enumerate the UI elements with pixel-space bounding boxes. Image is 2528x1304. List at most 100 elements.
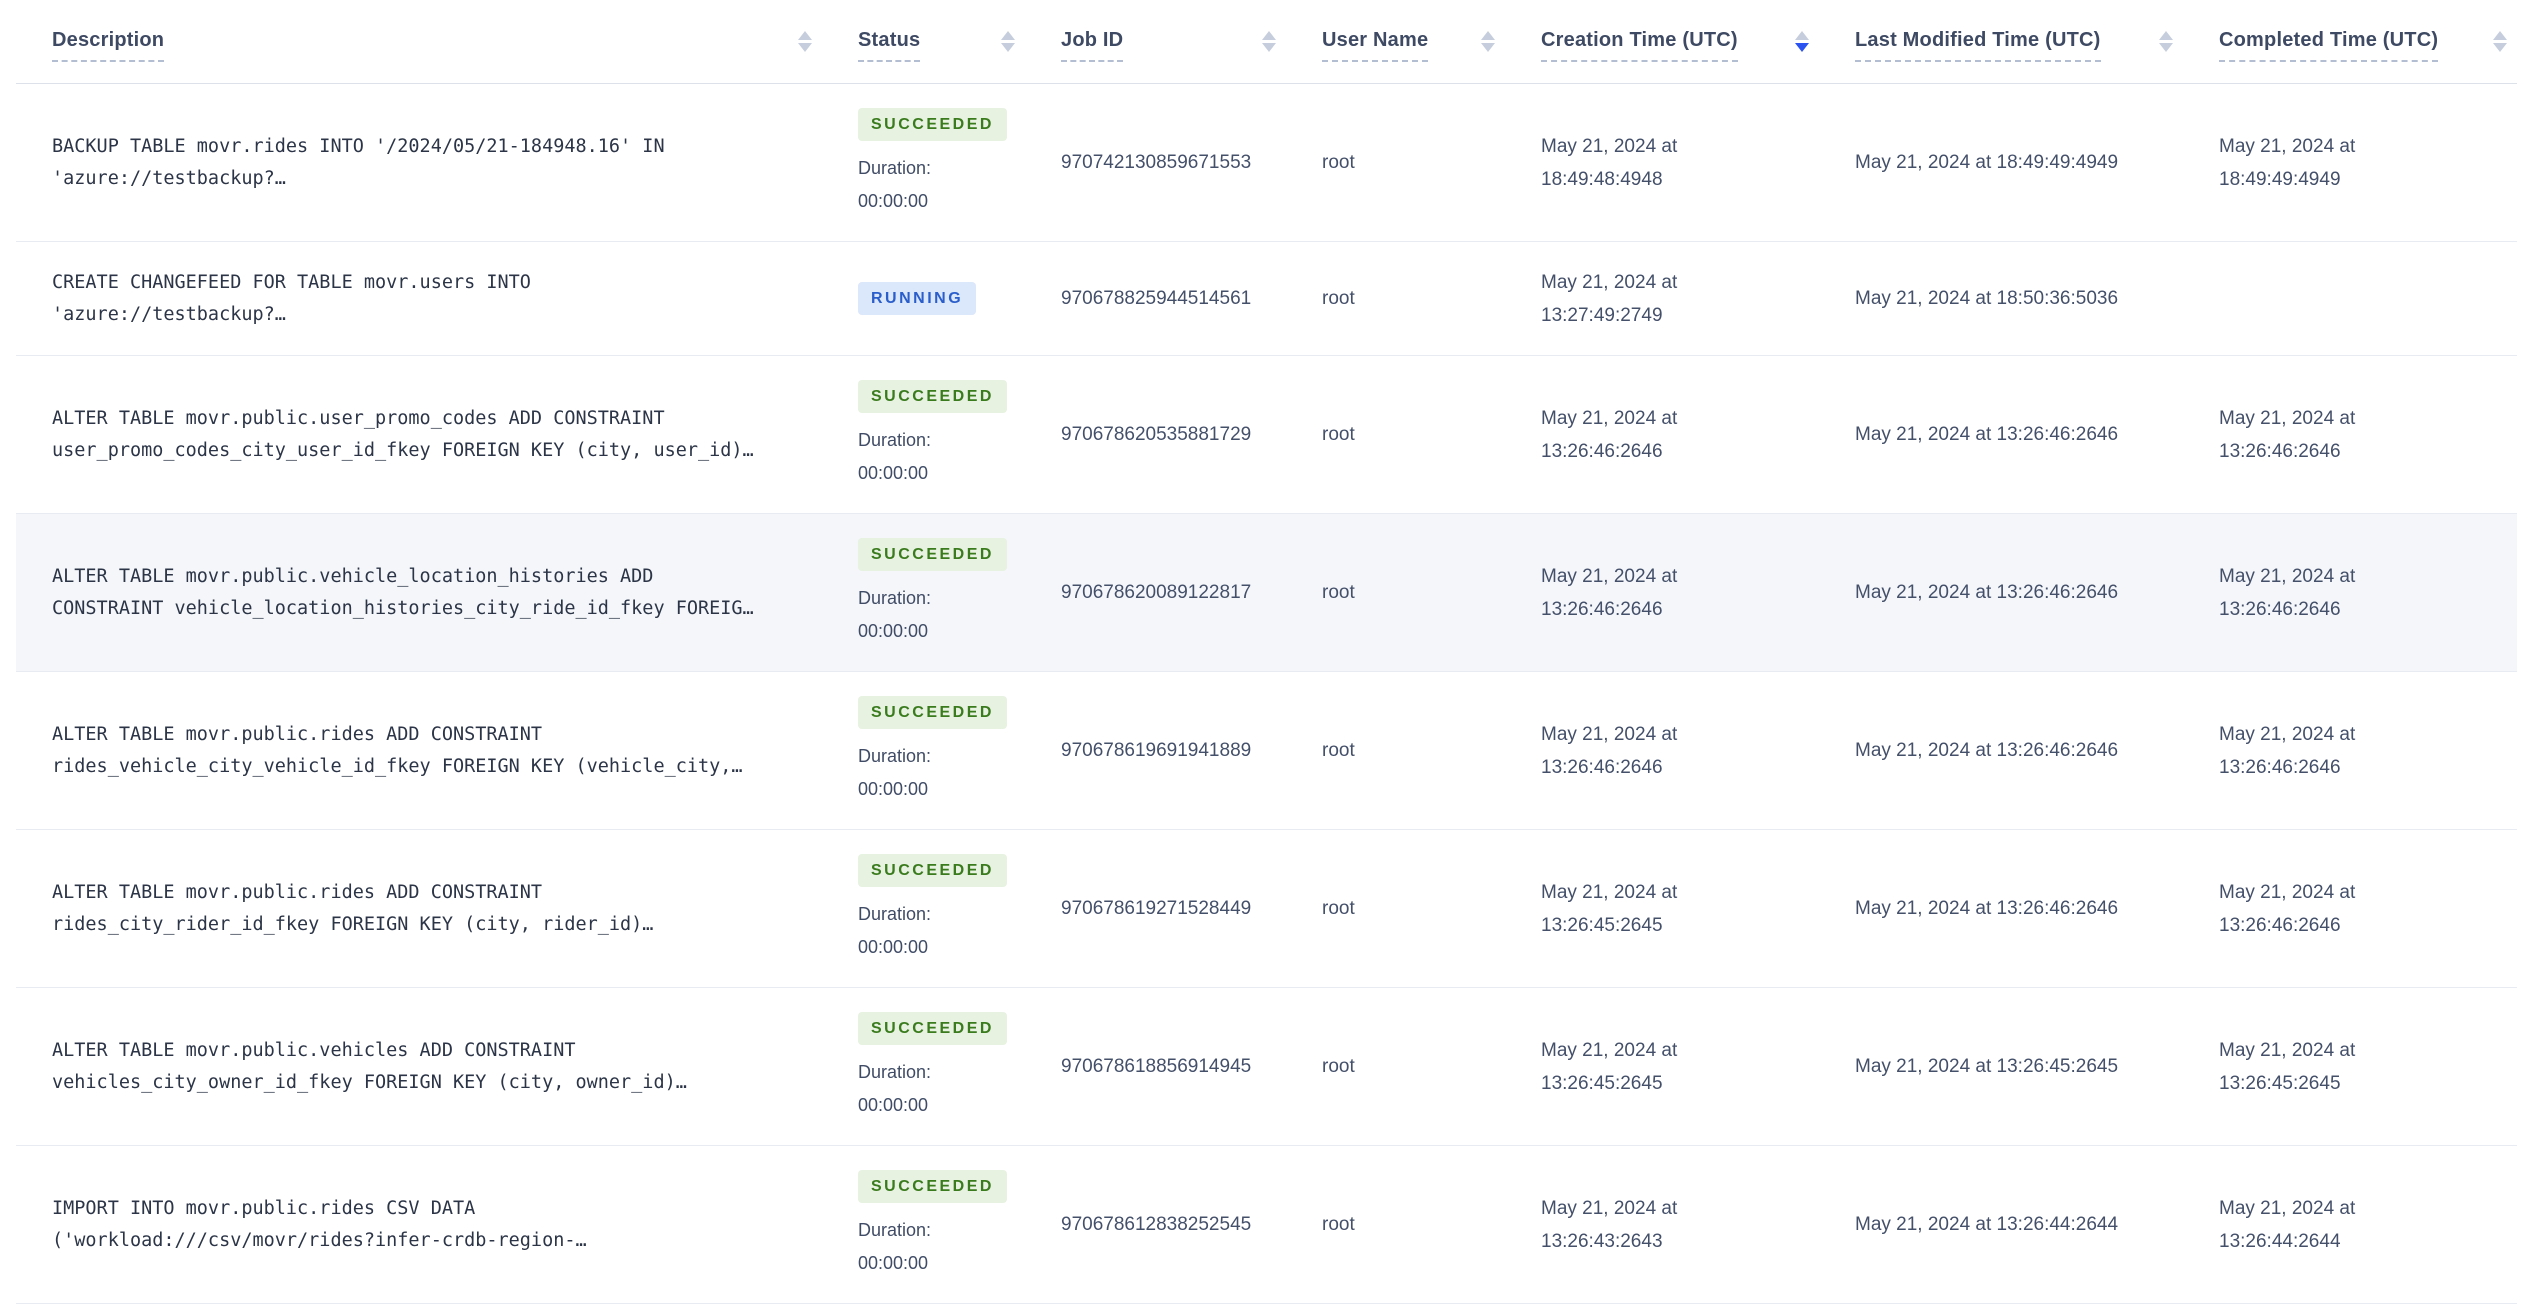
sort-up-arrow-icon [1262, 31, 1276, 40]
status-cell: SUCCEEDED Duration: 00:00:00 [822, 379, 1025, 490]
table-header-row: Description Status Job ID User Name Crea… [16, 0, 2517, 84]
job-description-cell[interactable]: BACKUP TABLE movr.rides INTO '/2024/05/2… [52, 135, 665, 189]
table-row[interactable]: ALTER TABLE movr.public.rides ADD CONSTR… [16, 672, 2517, 830]
table-row[interactable]: BACKUP TABLE movr.rides INTO '/2024/05/2… [16, 84, 2517, 242]
job-id-cell: 970678619691941889 [1061, 739, 1252, 761]
sort-up-arrow-icon [2493, 31, 2507, 40]
completed-time-cell: May 21, 2024 at 18:49:49:4949 [2219, 135, 2356, 190]
job-id-cell: 970742130859671553 [1061, 151, 1252, 173]
user-name-cell: root [1322, 581, 1355, 603]
sort-down-arrow-icon [2493, 43, 2507, 52]
creation-time-cell: May 21, 2024 at 13:26:45:2645 [1541, 881, 1678, 936]
last-modified-time-cell: May 21, 2024 at 13:26:46:2646 [1855, 739, 2119, 761]
table-row[interactable]: ALTER TABLE movr.public.user_promo_codes… [16, 356, 2517, 514]
job-description-cell[interactable]: ALTER TABLE movr.public.user_promo_codes… [52, 407, 754, 461]
column-header-label: Status [858, 29, 921, 62]
sort-up-arrow-icon [1481, 31, 1495, 40]
completed-time-cell: May 21, 2024 at 13:26:46:2646 [2219, 723, 2356, 778]
sort-up-arrow-icon [1001, 31, 1015, 40]
table-row[interactable]: CREATE CHANGEFEED FOR TABLE movr.users I… [16, 242, 2517, 356]
creation-time-cell: May 21, 2024 at 13:27:49:2749 [1541, 271, 1678, 326]
completed-time-cell: May 21, 2024 at 13:26:46:2646 [2219, 407, 2356, 462]
last-modified-time-cell: May 21, 2024 at 13:26:44:2644 [1855, 1213, 2119, 1235]
last-modified-time-cell: May 21, 2024 at 13:26:46:2646 [1855, 897, 2119, 919]
sort-down-arrow-icon [1481, 43, 1495, 52]
sort-arrows-icon [1262, 31, 1276, 52]
column-header-label: Job ID [1061, 29, 1124, 62]
status-cell: SUCCEEDED Duration: 00:00:00 [822, 695, 1025, 806]
table-row[interactable]: ALTER TABLE movr.public.vehicles ADD CON… [16, 988, 2517, 1146]
status-badge: SUCCEEDED [858, 1169, 1007, 1203]
job-description-cell[interactable]: ALTER TABLE movr.public.vehicle_location… [52, 565, 754, 619]
duration-text: Duration: 00:00:00 [858, 429, 932, 483]
column-header-creation-time[interactable]: Creation Time (UTC) [1505, 0, 1819, 83]
duration-text: Duration: 00:00:00 [858, 1219, 932, 1273]
status-badge: SUCCEEDED [858, 695, 1007, 729]
column-header-description[interactable]: Description [16, 0, 822, 83]
last-modified-time-cell: May 21, 2024 at 13:26:46:2646 [1855, 423, 2119, 445]
table-row[interactable]: ALTER TABLE movr.public.rides ADD CONSTR… [16, 830, 2517, 988]
sort-down-arrow-icon [1262, 43, 1276, 52]
status-badge: SUCCEEDED [858, 107, 1007, 141]
completed-time-cell: May 21, 2024 at 13:26:46:2646 [2219, 881, 2356, 936]
duration-text: Duration: 00:00:00 [858, 1061, 932, 1115]
sort-arrows-icon [1795, 31, 1809, 52]
job-description-cell[interactable]: ALTER TABLE movr.public.rides ADD CONSTR… [52, 881, 654, 935]
sort-arrows-icon [2159, 31, 2173, 52]
sort-arrows-icon [1481, 31, 1495, 52]
completed-time-cell: May 21, 2024 at 13:26:46:2646 [2219, 565, 2356, 620]
status-cell: SUCCEEDED Duration: 00:00:00 [822, 107, 1025, 218]
last-modified-time-cell: May 21, 2024 at 13:26:46:2646 [1855, 581, 2119, 603]
column-header-label: Last Modified Time (UTC) [1855, 29, 2101, 62]
user-name-cell: root [1322, 739, 1355, 761]
last-modified-time-cell: May 21, 2024 at 18:50:36:5036 [1855, 287, 2119, 309]
sort-up-arrow-icon [798, 31, 812, 40]
job-description-cell[interactable]: CREATE CHANGEFEED FOR TABLE movr.users I… [52, 271, 531, 325]
creation-time-cell: May 21, 2024 at 13:26:43:2643 [1541, 1197, 1678, 1252]
user-name-cell: root [1322, 897, 1355, 919]
status-cell: SUCCEEDED Duration: 00:00:00 [822, 1011, 1025, 1122]
sort-arrows-icon [798, 31, 812, 52]
last-modified-time-cell: May 21, 2024 at 13:26:45:2645 [1855, 1055, 2119, 1077]
status-badge: SUCCEEDED [858, 1011, 1007, 1045]
status-cell: SUCCEEDED Duration: 00:00:00 [822, 853, 1025, 964]
sort-up-arrow-icon [1795, 31, 1809, 40]
column-header-label: Description [52, 29, 165, 62]
sort-up-arrow-icon [2159, 31, 2173, 40]
user-name-cell: root [1322, 1213, 1355, 1235]
job-id-cell: 970678619271528449 [1061, 897, 1252, 919]
creation-time-cell: May 21, 2024 at 13:26:46:2646 [1541, 565, 1678, 620]
completed-time-cell: May 21, 2024 at 13:26:44:2644 [2219, 1197, 2356, 1252]
status-badge: RUNNING [858, 282, 977, 315]
job-description-cell[interactable]: IMPORT INTO movr.public.rides CSV DATA (… [52, 1197, 587, 1251]
duration-text: Duration: 00:00:00 [858, 157, 932, 211]
sort-arrows-icon [2493, 31, 2507, 52]
column-header-last-modified-time[interactable]: Last Modified Time (UTC) [1819, 0, 2183, 83]
table-row[interactable]: ALTER TABLE movr.public.vehicle_location… [16, 514, 2517, 672]
job-description-cell[interactable]: ALTER TABLE movr.public.vehicles ADD CON… [52, 1039, 687, 1093]
creation-time-cell: May 21, 2024 at 13:26:45:2645 [1541, 1039, 1678, 1094]
user-name-cell: root [1322, 1055, 1355, 1077]
completed-time-cell: May 21, 2024 at 13:26:45:2645 [2219, 1039, 2356, 1094]
user-name-cell: root [1322, 151, 1355, 173]
status-badge: SUCCEEDED [858, 537, 1007, 571]
sort-down-arrow-icon [1795, 43, 1809, 52]
job-description-cell[interactable]: ALTER TABLE movr.public.rides ADD CONSTR… [52, 723, 743, 777]
job-id-cell: 970678825944514561 [1061, 287, 1252, 309]
column-header-user-name[interactable]: User Name [1286, 0, 1505, 83]
column-header-label: Completed Time (UTC) [2219, 29, 2439, 62]
sort-down-arrow-icon [798, 43, 812, 52]
column-header-completed-time[interactable]: Completed Time (UTC) [2183, 0, 2517, 83]
duration-text: Duration: 00:00:00 [858, 587, 932, 641]
job-id-cell: 970678620089122817 [1061, 581, 1252, 603]
column-header-status[interactable]: Status [822, 0, 1025, 83]
user-name-cell: root [1322, 287, 1355, 309]
table-body: BACKUP TABLE movr.rides INTO '/2024/05/2… [16, 84, 2517, 1304]
status-cell: SUCCEEDED Duration: 00:00:00 [822, 1169, 1025, 1280]
creation-time-cell: May 21, 2024 at 13:26:46:2646 [1541, 407, 1678, 462]
column-header-job-id[interactable]: Job ID [1025, 0, 1286, 83]
last-modified-time-cell: May 21, 2024 at 18:49:49:4949 [1855, 151, 2119, 173]
job-id-cell: 970678612838252545 [1061, 1213, 1252, 1235]
sort-arrows-icon [1001, 31, 1015, 52]
table-row[interactable]: IMPORT INTO movr.public.rides CSV DATA (… [16, 1146, 2517, 1304]
